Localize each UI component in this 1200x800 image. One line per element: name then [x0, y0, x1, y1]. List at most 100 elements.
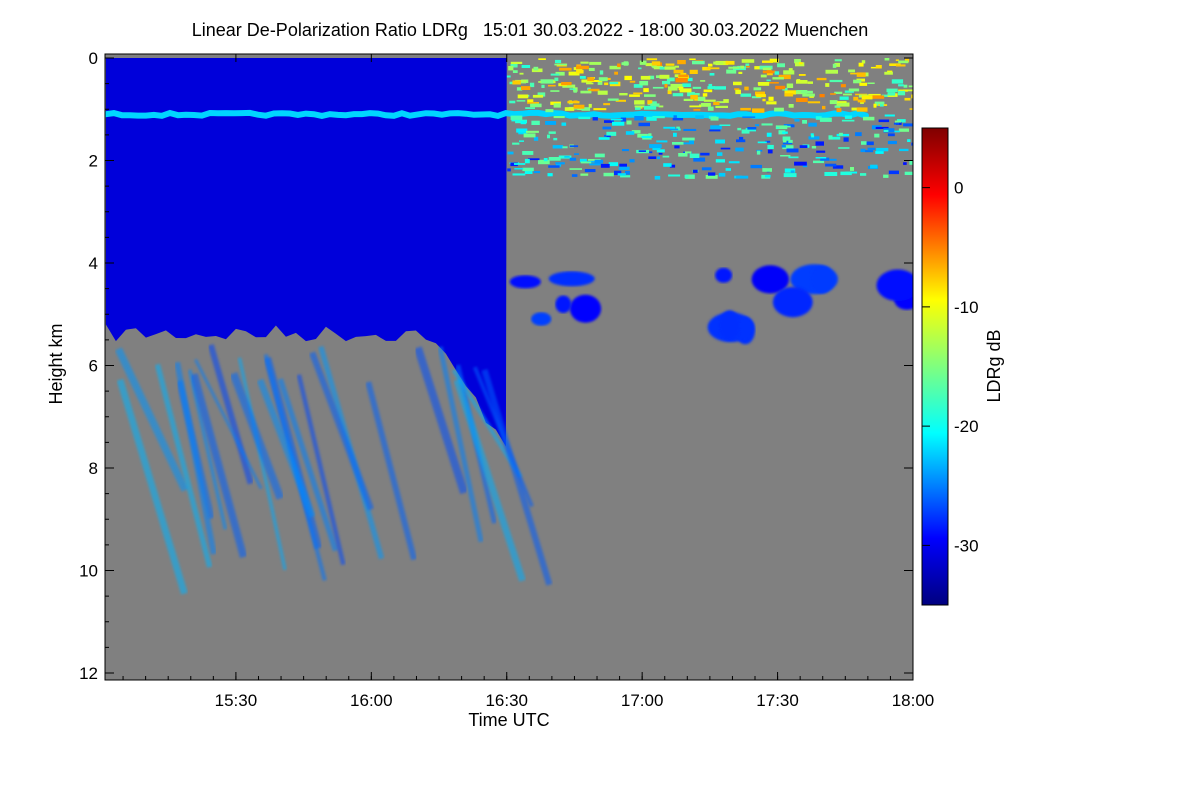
speckle — [708, 63, 713, 67]
speckle — [856, 72, 866, 77]
speckle — [638, 150, 646, 152]
speckle — [887, 140, 897, 145]
speckle — [760, 74, 767, 78]
speckle — [602, 126, 612, 130]
fall-streak — [190, 373, 248, 558]
fall-streak — [437, 346, 484, 543]
speckle — [866, 141, 874, 146]
speckle — [774, 107, 784, 112]
speckle — [553, 103, 561, 108]
speckle — [685, 174, 695, 179]
speckle — [739, 136, 744, 140]
speckle — [573, 104, 585, 109]
x-tick-label: 17:00 — [621, 691, 664, 710]
speckle — [522, 167, 534, 172]
speckle — [736, 175, 749, 179]
speckle — [832, 63, 837, 68]
y-axis: 0 2 4 6 8 10 12 — [79, 49, 913, 683]
speckle — [625, 131, 635, 135]
speckle — [678, 74, 689, 78]
fall-streak — [365, 381, 418, 561]
speckle — [665, 63, 675, 66]
speckle — [786, 83, 794, 88]
speckle — [718, 172, 726, 177]
speckle — [834, 62, 840, 67]
speckle — [514, 168, 524, 170]
speckle — [834, 91, 843, 94]
speckle — [807, 81, 813, 84]
speckle — [663, 163, 672, 167]
speckle — [811, 146, 817, 149]
speckle — [514, 163, 526, 165]
speckle — [708, 83, 713, 88]
speckle — [860, 148, 866, 153]
speckle — [626, 120, 632, 125]
speckle — [891, 79, 904, 84]
fall-streak — [207, 344, 254, 485]
speckle — [843, 137, 849, 142]
speckle — [682, 137, 695, 141]
speckle — [633, 92, 643, 95]
speckle — [524, 158, 530, 164]
speckle — [904, 97, 911, 101]
speckle — [790, 170, 795, 173]
speckle — [640, 75, 651, 80]
speckle — [576, 65, 589, 70]
speckle — [841, 119, 855, 122]
speckle — [829, 100, 838, 105]
speckle — [784, 90, 797, 95]
speckle — [870, 66, 879, 69]
speckle — [666, 77, 675, 82]
speckle — [756, 94, 766, 98]
speckle — [639, 81, 649, 86]
speckle — [687, 91, 695, 97]
speckle — [683, 77, 693, 82]
fall-streak — [256, 378, 316, 518]
y-tick-label: 12 — [79, 664, 98, 683]
speckle — [644, 105, 657, 110]
speckle — [530, 103, 542, 108]
speckle — [587, 77, 595, 82]
speckle — [533, 171, 541, 174]
speckle — [656, 156, 660, 160]
speckle — [838, 132, 843, 136]
speckle — [588, 103, 592, 108]
speckle — [782, 140, 787, 143]
speckle — [709, 73, 715, 76]
speckle — [757, 141, 767, 144]
speckle — [697, 96, 706, 101]
speckle — [635, 107, 641, 110]
speckle — [871, 95, 885, 99]
speckle — [875, 65, 882, 69]
speckle — [597, 80, 603, 85]
speckle — [874, 101, 885, 106]
speckle — [673, 132, 677, 137]
speckle — [588, 67, 595, 71]
speckle — [533, 136, 539, 141]
speckle — [766, 82, 779, 84]
speckle — [641, 135, 653, 138]
speckle — [899, 148, 909, 152]
speckle — [884, 114, 895, 117]
speckle — [612, 121, 625, 126]
speckle — [783, 124, 794, 127]
speckle — [674, 145, 680, 149]
speckle — [550, 101, 561, 105]
fall-streak — [116, 378, 188, 595]
cirrus-blob — [569, 294, 602, 323]
speckle — [610, 118, 623, 121]
speckle — [850, 72, 858, 75]
speckle — [571, 174, 578, 177]
speckle — [688, 140, 694, 145]
speckle — [569, 88, 576, 90]
speckle — [741, 129, 750, 134]
speckle — [569, 145, 579, 148]
speckle — [815, 157, 827, 159]
speckle — [677, 60, 686, 65]
speckle — [766, 79, 771, 82]
speckle — [537, 92, 546, 97]
speckle — [705, 175, 718, 179]
feature-cirrus-patch — [772, 264, 913, 318]
speckle — [898, 84, 904, 87]
speckle — [726, 69, 737, 74]
